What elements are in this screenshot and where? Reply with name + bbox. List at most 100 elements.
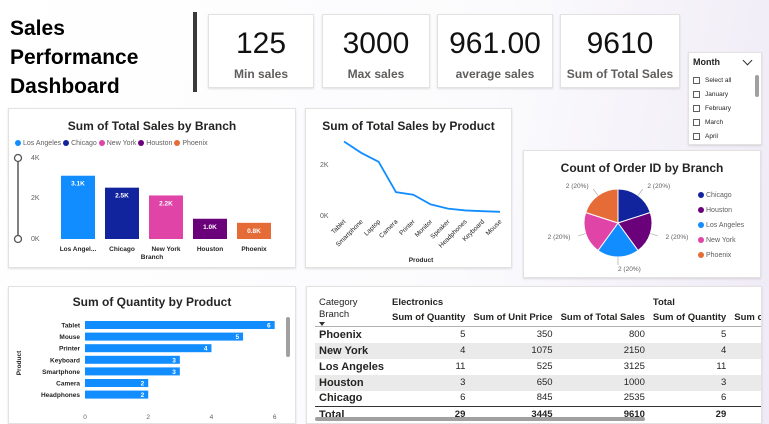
title-divider [193, 12, 197, 92]
table-cell: 2150 [623, 345, 645, 356]
table-row[interactable]: Los Angeles 11 525 3125 11 [315, 359, 761, 375]
column-header[interactable]: Sum of Unit Price [473, 312, 553, 323]
column-group-total[interactable]: Total [652, 297, 675, 308]
slicer-option[interactable]: April [693, 129, 753, 143]
table-cell: 11 [455, 361, 466, 372]
data-label: 3 [172, 357, 176, 364]
order-pie-chart: Count of Order ID by Branch 2 (20%) 2 (20… [523, 150, 761, 278]
pie-data-label: 2 (20%) [618, 266, 641, 273]
order-pie-plot: 2 (20%) 2 (20%) 2 (20%) 2 (20%) 2 (20%) [548, 183, 689, 273]
pie-data-label: 2 (20%) [548, 234, 571, 241]
x-tick-label: Chicago [109, 246, 135, 253]
month-slicer: Month Select all January February March … [688, 52, 762, 145]
matrix-corner-category: Category [319, 297, 358, 308]
table-cell: 1075 [531, 345, 553, 356]
legend-item[interactable]: New York [98, 140, 137, 147]
chart-title: Sum of Total Sales by Branch [67, 119, 237, 133]
table-cell: 5 [460, 329, 466, 341]
pie-slice[interactable] [583, 211, 619, 252]
legend-item[interactable]: Phoenix [174, 140, 208, 147]
bar[interactable] [237, 222, 271, 239]
column-group-electronics[interactable]: Electronics [392, 297, 444, 308]
bar[interactable] [85, 379, 149, 387]
checkbox[interactable] [693, 90, 700, 98]
kpi-card-min-sales[interactable]: 125 Min sales [208, 14, 314, 88]
legend-label: Phoenix [182, 140, 208, 147]
legend-item[interactable]: Chicago [698, 188, 744, 203]
table-row[interactable]: New York 4 1075 2150 4 [315, 342, 761, 359]
kpi-card-average-sales[interactable]: 961.00 average sales [437, 14, 553, 88]
branch-sales-chart: Sum of Total Sales by Branch Los Angeles… [8, 108, 296, 268]
pie-data-label: 2 (20%) [666, 234, 689, 241]
y-tick-label: Printer [59, 346, 80, 353]
slicer-option[interactable]: March [693, 115, 753, 129]
x-axis-title: Branch [141, 254, 163, 261]
checkbox[interactable] [693, 76, 700, 84]
table-cell: 800 [629, 329, 645, 341]
x-tick-label: Mouse [485, 218, 504, 237]
legend-item[interactable]: Los Angeles [698, 218, 744, 233]
data-label: 2.2K [159, 200, 173, 207]
y-tick-label: 4K [31, 155, 40, 162]
slicer-option[interactable]: January [693, 87, 753, 101]
slicer-option[interactable]: February [693, 101, 753, 115]
legend-item[interactable]: Houston [138, 140, 172, 147]
row-header: Los Angeles [319, 360, 384, 373]
table-row[interactable]: Phoenix 5 350 800 5 [315, 327, 761, 343]
table-cell: 3125 [623, 361, 645, 372]
bar[interactable] [149, 195, 183, 239]
legend-item[interactable]: Houston [698, 203, 744, 218]
kpi-label: Sum of Total Sales [566, 67, 674, 81]
kpi-card-max-sales[interactable]: 3000 Max sales [322, 14, 430, 88]
column-header[interactable]: Sum of [734, 312, 761, 323]
slicer-option-label: March [705, 118, 724, 126]
column-header[interactable]: Sum of Quantity [652, 312, 727, 323]
pie-slice[interactable] [585, 188, 619, 224]
kpi-value: 9610 [586, 27, 654, 60]
y-tick-label: Camera [56, 381, 80, 388]
row-header: Houston [319, 376, 364, 389]
bar[interactable] [85, 332, 244, 341]
table-cell: 3 [720, 377, 727, 388]
chevron-down-icon[interactable] [742, 55, 753, 66]
bar[interactable] [85, 367, 180, 376]
y-range-handle-top[interactable] [13, 153, 23, 163]
kpi-label: Min sales [233, 67, 289, 81]
matrix-horizontal-scrollbar[interactable] [315, 417, 645, 421]
slicer-scrollbar[interactable] [755, 75, 759, 97]
bar[interactable] [61, 175, 95, 239]
chart-scrollbar[interactable] [286, 317, 290, 357]
table-row[interactable]: Houston 3 650 1000 3 [315, 374, 761, 391]
pie-slice[interactable] [597, 222, 639, 258]
pie-legend: Chicago Houston Los Angeles New York Pho… [698, 188, 744, 263]
checkbox[interactable] [693, 132, 700, 140]
bar[interactable] [105, 187, 139, 239]
legend-label: New York [706, 237, 736, 244]
legend-label: New York [106, 140, 137, 147]
kpi-value: 125 [235, 27, 287, 60]
total-cell: 29 [715, 409, 727, 421]
bar[interactable] [85, 355, 180, 364]
column-header[interactable]: Sum of Quantity [392, 312, 466, 323]
bar[interactable] [85, 321, 275, 329]
bar[interactable] [85, 390, 149, 399]
row-header: New York [319, 344, 369, 357]
legend-item[interactable]: Chicago [63, 140, 97, 147]
y-range-handle-bottom[interactable] [13, 234, 23, 244]
bar[interactable] [85, 344, 212, 353]
column-header[interactable]: Sum of Total Sales [560, 312, 645, 323]
x-tick-label: Camera [378, 218, 400, 240]
legend-item[interactable]: Los Angeles [15, 140, 61, 147]
legend-item[interactable]: New York [698, 233, 744, 248]
checkbox[interactable] [693, 104, 700, 112]
legend-item[interactable]: Phoenix [698, 248, 744, 263]
pie-slice[interactable] [617, 188, 651, 224]
title-line: Dashboard [10, 75, 120, 98]
table-row[interactable]: Chicago 6 845 2535 6 [315, 391, 761, 407]
kpi-card-total-sales[interactable]: 9610 Sum of Total Sales [560, 14, 680, 88]
matrix-corner-branch[interactable]: Branch [315, 309, 388, 327]
bar[interactable] [193, 218, 227, 239]
pie-slice[interactable] [617, 211, 653, 252]
slicer-option[interactable]: Select all [693, 73, 753, 87]
checkbox[interactable] [693, 118, 700, 126]
